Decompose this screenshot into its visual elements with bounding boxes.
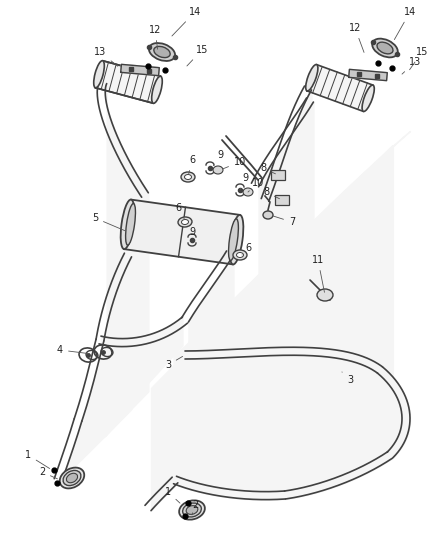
Ellipse shape: [186, 506, 198, 514]
Ellipse shape: [263, 211, 273, 219]
Ellipse shape: [237, 253, 244, 257]
Text: 3: 3: [342, 372, 353, 385]
Ellipse shape: [181, 172, 195, 182]
Text: 1: 1: [165, 487, 180, 503]
Ellipse shape: [67, 473, 78, 483]
Ellipse shape: [213, 166, 223, 174]
Polygon shape: [124, 199, 240, 264]
Text: 14: 14: [172, 7, 201, 36]
Polygon shape: [307, 64, 373, 111]
Text: 15: 15: [187, 45, 208, 66]
Ellipse shape: [306, 64, 318, 91]
Text: 6: 6: [175, 203, 185, 220]
Ellipse shape: [184, 174, 191, 180]
Text: 9: 9: [189, 227, 195, 240]
Ellipse shape: [243, 188, 253, 196]
Polygon shape: [121, 64, 159, 76]
Ellipse shape: [229, 219, 238, 261]
Ellipse shape: [233, 250, 247, 260]
Ellipse shape: [362, 85, 374, 111]
Ellipse shape: [230, 215, 244, 264]
Text: 13: 13: [94, 47, 118, 66]
Text: 3: 3: [165, 357, 183, 370]
Bar: [275, 195, 289, 205]
Text: 5: 5: [92, 213, 125, 231]
Ellipse shape: [126, 204, 135, 245]
Text: 11: 11: [312, 255, 325, 292]
Text: 8: 8: [263, 187, 279, 199]
Text: 14: 14: [394, 7, 416, 39]
Text: 12: 12: [349, 23, 364, 52]
Text: 9: 9: [240, 173, 248, 190]
Text: 10: 10: [248, 178, 264, 192]
Ellipse shape: [63, 471, 81, 486]
Text: 13: 13: [402, 57, 421, 74]
Ellipse shape: [183, 503, 201, 517]
Text: 6: 6: [242, 243, 251, 255]
Polygon shape: [349, 69, 387, 80]
Ellipse shape: [152, 76, 162, 103]
Ellipse shape: [179, 500, 205, 520]
Ellipse shape: [60, 467, 84, 488]
Bar: [271, 170, 285, 180]
Ellipse shape: [181, 220, 188, 224]
Text: 10: 10: [223, 157, 246, 169]
Ellipse shape: [317, 289, 333, 301]
Text: 7: 7: [272, 216, 295, 227]
Ellipse shape: [154, 46, 170, 58]
Text: 4: 4: [57, 345, 89, 355]
Text: 15: 15: [410, 47, 428, 70]
Ellipse shape: [372, 38, 398, 58]
Text: 2: 2: [39, 467, 57, 479]
Text: 12: 12: [149, 25, 161, 49]
Polygon shape: [95, 61, 161, 103]
Text: 9: 9: [213, 150, 223, 166]
Ellipse shape: [149, 43, 175, 61]
Ellipse shape: [178, 217, 192, 227]
Text: 8: 8: [260, 163, 276, 174]
Ellipse shape: [94, 61, 104, 88]
Ellipse shape: [377, 42, 393, 54]
Text: 2: 2: [192, 500, 198, 515]
Text: 1: 1: [25, 450, 49, 469]
Text: 6: 6: [189, 155, 195, 174]
Ellipse shape: [120, 199, 134, 249]
